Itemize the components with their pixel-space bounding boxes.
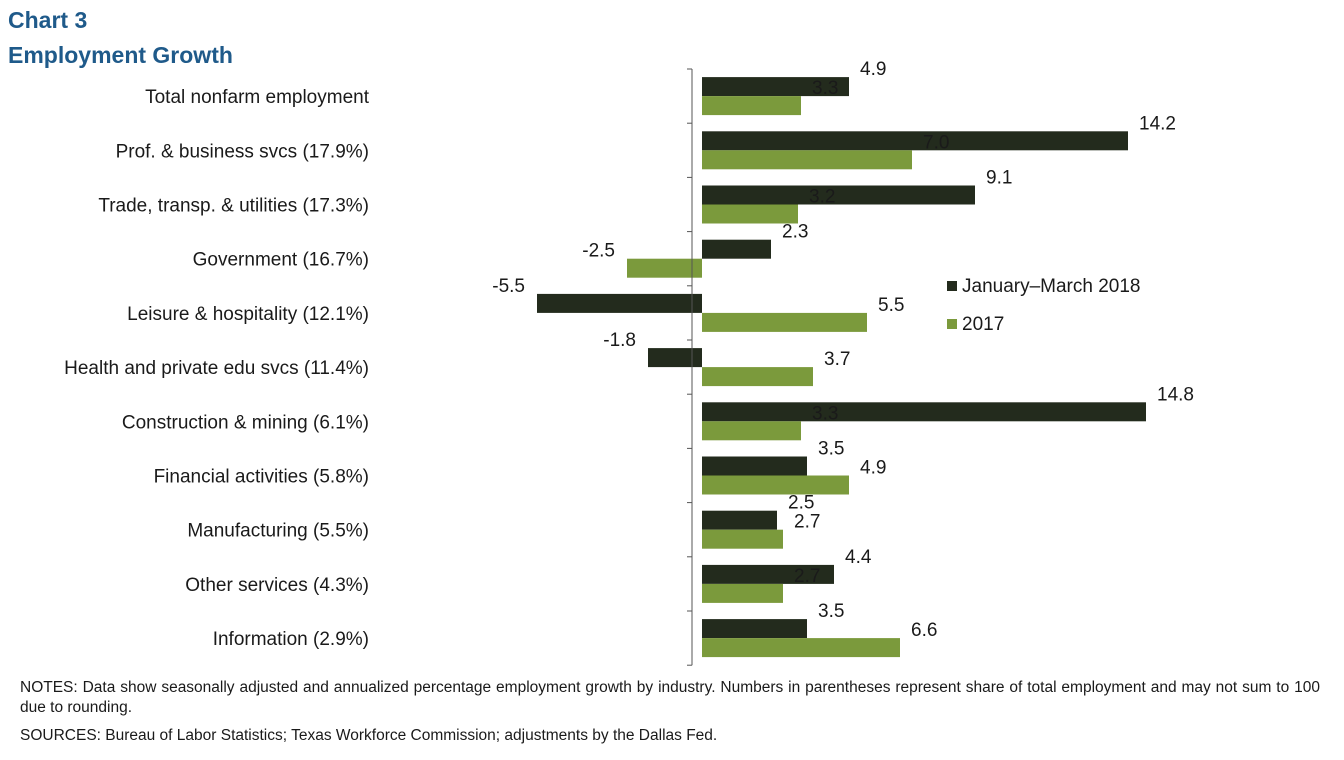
category-label-financial-activities-5-8: Financial activities (5.8%): [154, 467, 369, 488]
bar-2018-financial-activities-5-8: [702, 456, 807, 476]
value-label-2017-other-services-4-3: 2.7: [794, 566, 820, 587]
value-label-2018-health-and-private-edu-svcs-11-4: -1.8: [603, 330, 636, 351]
legend-swatch-2018: [947, 281, 957, 291]
bar-2017-total-nonfarm-employment: [702, 96, 801, 116]
value-label-2018-total-nonfarm-employment: 4.9: [860, 59, 886, 80]
bar-2018-leisure-hospitality-12-1: [537, 293, 702, 313]
category-label-health-and-private-edu-svcs-11-4: Health and private edu svcs (11.4%): [64, 358, 369, 379]
value-label-2018-construction-mining-6-1: 14.8: [1157, 384, 1194, 405]
category-label-trade-transp-utilities-17-3: Trade, transp. & utilities (17.3%): [98, 196, 369, 217]
value-label-2018-manufacturing-5-5: 2.5: [788, 493, 814, 514]
value-label-2018-government-16-7: 2.3: [782, 222, 808, 243]
bar-2017-financial-activities-5-8: [702, 475, 849, 495]
legend-swatch-2017: [947, 319, 957, 329]
bar-2017-health-and-private-edu-svcs-11-4: [702, 367, 813, 387]
bar-2017-leisure-hospitality-12-1: [702, 312, 867, 332]
legend-label-2017: 2017: [962, 314, 1004, 335]
bar-2018-other-services-4-3: [702, 564, 834, 584]
value-label-2018-prof-business-svcs-17-9: 14.2: [1139, 113, 1176, 134]
value-label-2017-prof-business-svcs-17-9: 7.0: [923, 132, 949, 153]
bar-2017-trade-transp-utilities-17-3: [702, 204, 798, 224]
category-label-construction-mining-6-1: Construction & mining (6.1%): [122, 412, 369, 433]
bar-series: [537, 77, 1146, 658]
bar-2017-construction-mining-6-1: [702, 421, 801, 441]
chart-number-title: Chart 3: [8, 7, 88, 33]
legend-label-2018: January–March 2018: [962, 276, 1141, 297]
value-label-2018-leisure-hospitality-12-1: -5.5: [492, 276, 525, 297]
category-label-prof-business-svcs-17-9: Prof. & business svcs (17.9%): [116, 141, 369, 162]
category-label-other-services-4-3: Other services (4.3%): [185, 575, 369, 596]
value-label-2017-total-nonfarm-employment: 3.3: [812, 78, 838, 99]
value-label-2017-leisure-hospitality-12-1: 5.5: [878, 295, 904, 316]
bar-2018-information-2-9: [702, 619, 807, 639]
bar-2018-prof-business-svcs-17-9: [702, 131, 1128, 151]
value-label-2017-information-2-9: 6.6: [911, 620, 937, 641]
bar-2018-trade-transp-utilities-17-3: [702, 185, 975, 205]
chart-sources: SOURCES: Bureau of Labor Statistics; Tex…: [20, 727, 718, 744]
value-label-2017-health-and-private-edu-svcs-11-4: 3.7: [824, 349, 850, 370]
bar-2017-government-16-7: [627, 258, 702, 278]
data-labels: 4.9 3.3 14.2 7.0 9.1 3.22.3 -2.5 -5.5 5.5 -1.8 3.7…: [492, 59, 1194, 641]
category-label-manufacturing-5-5: Manufacturing (5.5%): [187, 521, 369, 542]
value-label-2018-other-services-4-3: 4.4: [845, 547, 872, 568]
bar-2018-health-and-private-edu-svcs-11-4: [648, 348, 702, 368]
category-label-total-nonfarm-employment: Total nonfarm employment: [145, 87, 370, 108]
category-labels: Total nonfarm employment Prof. & business…: [64, 87, 370, 650]
value-label-2017-financial-activities-5-8: 4.9: [860, 458, 886, 479]
value-label-2017-manufacturing-5-5: 2.7: [794, 512, 820, 533]
bar-2017-other-services-4-3: [702, 583, 783, 603]
bar-2018-government-16-7: [702, 239, 771, 259]
value-label-2018-financial-activities-5-8: 3.5: [818, 439, 844, 460]
value-label-2018-trade-transp-utilities-17-3: 9.1: [986, 168, 1012, 189]
value-label-2017-government-16-7: -2.5: [582, 241, 615, 262]
bar-2017-prof-business-svcs-17-9: [702, 150, 912, 170]
bar-2017-manufacturing-5-5: [702, 529, 783, 549]
category-label-government-16-7: Government (16.7%): [193, 250, 369, 271]
category-label-information-2-9: Information (2.9%): [213, 629, 369, 650]
bar-2018-manufacturing-5-5: [702, 510, 777, 530]
value-label-2017-trade-transp-utilities-17-3: 3.2: [809, 187, 835, 208]
chart-subtitle: Employment Growth: [8, 42, 233, 68]
value-label-2017-construction-mining-6-1: 3.3: [812, 403, 838, 424]
value-label-2018-information-2-9: 3.5: [818, 601, 844, 622]
legend: January–March 2018 2017: [947, 276, 1141, 335]
category-label-leisure-hospitality-12-1: Leisure & hospitality (12.1%): [127, 304, 369, 325]
bar-chart: Total nonfarm employment Prof. & business…: [64, 59, 1194, 666]
chart-notes: NOTES: Data show seasonally adjusted and…: [20, 679, 1320, 716]
bar-2018-total-nonfarm-employment: [702, 77, 849, 97]
bar-2017-information-2-9: [702, 638, 900, 658]
category-axis: [687, 68, 693, 666]
bar-2018-construction-mining-6-1: [702, 402, 1146, 422]
